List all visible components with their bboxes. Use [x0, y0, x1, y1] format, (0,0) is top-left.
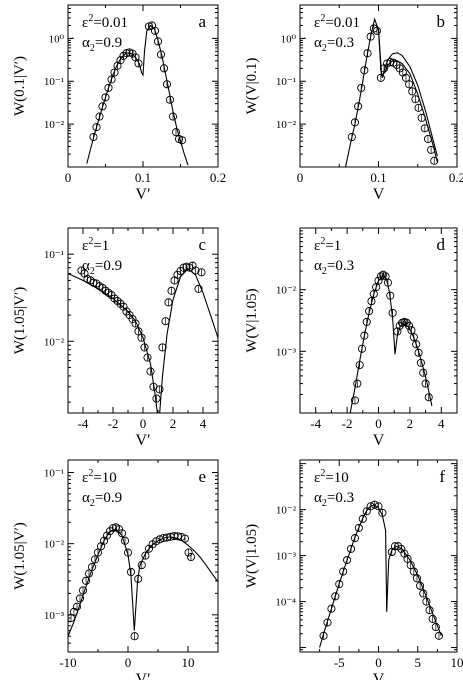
panel-f-xtick-label: -5: [334, 655, 345, 670]
panel-e-xlabel: V′: [135, 671, 150, 680]
panel-d-plot-area: [349, 270, 433, 413]
panel-d-ylabel: W(V|1.05): [244, 288, 260, 352]
panel-f-panel-letter: f: [439, 467, 445, 486]
panel-f-xtick-label: 10: [451, 655, 463, 670]
panel-f-ytick-label: 10⁻²: [276, 505, 297, 517]
panel-e-alpha-annotation: α2=0.9: [82, 490, 122, 509]
panel-a-eps-annotation: ε2=0.01: [82, 13, 128, 31]
panel-d-panel-letter: d: [437, 235, 446, 254]
panel-d-xtick-label: 0: [375, 416, 382, 431]
panel-d: -4 -2 0 2 4 10⁻³ 10⁻² V W(V|1.05) ε2=1 α2=0.3 d: [244, 227, 458, 449]
panel-f-plot-area: [319, 500, 443, 648]
panel-b-panel-letter: b: [437, 12, 446, 31]
panel-f-ytick-label: 10⁻³: [276, 551, 297, 563]
panel-d-xtick-label: 4: [438, 416, 445, 431]
panel-d-alpha-annotation: α2=0.3: [314, 258, 354, 277]
panel-f-alpha-annotation: α2=0.3: [314, 490, 354, 509]
panel-d-frame: [299, 227, 458, 414]
panel-f-ytick-label: 10⁻⁴: [275, 597, 296, 609]
panel-d-xlabel: V: [373, 432, 385, 449]
panel-a-panel-letter: a: [198, 12, 206, 31]
panel-b-plot-area: [344, 17, 439, 167]
panel-c-xtick-label: 2: [170, 416, 177, 431]
panel-c: -4 -2 0 2 4 10⁻² 10⁻¹ V′ W(1.05|V′) ε2=1 α2=0.9 c: [12, 227, 219, 449]
panel-b-ytick-label: 10⁻¹: [276, 76, 296, 88]
panel-e-eps-annotation: ε2=10: [82, 468, 117, 486]
panel-e-plot-area: [68, 523, 218, 641]
panel-a-ytick-label: 10⁻¹: [44, 76, 64, 88]
panel-a-xlabel: V′: [135, 186, 150, 203]
panel-d-xtick-label: -2: [342, 416, 353, 431]
panel-b-xtick-label: 0: [297, 170, 304, 185]
panel-b-ylabel: W(V|0.1): [244, 58, 260, 115]
panel-e-frame: [67, 459, 219, 653]
panel-a-ytick-label: 10⁻²: [44, 119, 65, 131]
panel-b-xtick-label: 0.2: [449, 170, 463, 185]
panel-d-eps-annotation: ε2=1: [314, 236, 341, 254]
panel-c-series-line: [68, 268, 218, 413]
panel-e-series-line: [68, 528, 218, 637]
panel-c-alpha-annotation: α2=0.9: [82, 258, 122, 277]
panel-b-xtick-label: 0.1: [370, 170, 386, 185]
panel-c-xtick-label: -2: [108, 416, 119, 431]
panel-c-plot-area: [68, 261, 218, 413]
panel-e-xtick-label: 0: [125, 655, 132, 670]
panel-c-xtick-label: -4: [78, 416, 89, 431]
panel-a-alpha-annotation: α2=0.9: [82, 35, 122, 54]
panel-b-ytick-label: 10⁰: [281, 33, 297, 45]
panel-d-ytick-label: 10⁻²: [276, 285, 297, 297]
panel-e-xtick-label: -10: [59, 655, 76, 670]
panel-c-ytick-label: 10⁻¹: [44, 249, 64, 261]
panel-a-plot-area: [86, 21, 189, 166]
panel-b-xlabel: V: [373, 186, 385, 203]
panel-a-frame: [67, 4, 219, 168]
panel-e: -10 0 10 10⁻³ 10⁻² 10⁻¹ V′ W(1.05|V′) ε2=10 α2=0.…: [12, 459, 219, 680]
panel-f-xtick-label: 5: [415, 655, 422, 670]
panel-b-eps-annotation: ε2=0.01: [314, 13, 360, 31]
panel-e-ytick-label: 10⁻²: [44, 539, 65, 551]
panel-e-ylabel: W(1.05|V′): [12, 522, 28, 590]
panel-a-ylabel: W(0.1|V′): [12, 56, 28, 116]
panel-b-ytick-label: 10⁻²: [276, 119, 297, 131]
panel-e-panel-letter: e: [198, 467, 206, 486]
panel-e-ytick-label: 10⁻³: [44, 610, 65, 622]
panel-c-xtick-label: 0: [140, 416, 147, 431]
panel-c-eps-annotation: ε2=1: [82, 236, 109, 254]
panel-a-xtick-label: 0.1: [135, 170, 151, 185]
panel-c-frame: [67, 227, 219, 414]
panel-f: -5 0 5 10 10⁻⁴ 10⁻³ 10⁻² V W(V|1.05) ε2=10 α2=0.3 f: [244, 459, 463, 680]
panel-e-xtick-label: 10: [182, 655, 195, 670]
panel-c-ytick-label: 10⁻²: [44, 336, 65, 348]
panel-c-ylabel: W(1.05|V′): [12, 287, 28, 355]
panel-d-ytick-label: 10⁻³: [276, 346, 297, 358]
panel-c-xlabel: V′: [135, 432, 150, 449]
panel-f-xlabel: V: [373, 671, 385, 680]
panel-f-eps-annotation: ε2=10: [314, 468, 349, 486]
panel-a-series-line: [86, 24, 189, 166]
panel-a-ytick-label: 10⁰: [49, 33, 65, 45]
panel-e-ytick-label: 10⁻¹: [44, 468, 64, 480]
panel-f-series-line: [319, 504, 442, 648]
panel-a-xtick-label: 0: [65, 170, 72, 185]
panel-f-ylabel: W(V|1.05): [244, 524, 260, 588]
panel-a: 0 0.1 0.2 10⁻² 10⁻¹ 10⁰ V′ W(0.1|V′) ε2=0.01 α2=0…: [12, 4, 226, 203]
panel-b-series-line: [377, 29, 438, 163]
panel-b-alpha-annotation: α2=0.3: [314, 35, 354, 54]
panel-c-panel-letter: c: [198, 235, 206, 254]
panel-d-xtick-label: 2: [407, 416, 414, 431]
panel-b: 0 0.1 0.2 10⁻² 10⁻¹ 10⁰ V W(V|0.1) ε2=0.01 α2=0.3…: [244, 4, 463, 203]
panel-f-xtick-label: 0: [375, 655, 382, 670]
panel-a-xtick-label: 0.2: [210, 170, 226, 185]
panel-c-xtick-label: 4: [200, 416, 207, 431]
panel-b-series-line: [344, 17, 438, 167]
panel-d-xtick-label: -4: [310, 416, 321, 431]
